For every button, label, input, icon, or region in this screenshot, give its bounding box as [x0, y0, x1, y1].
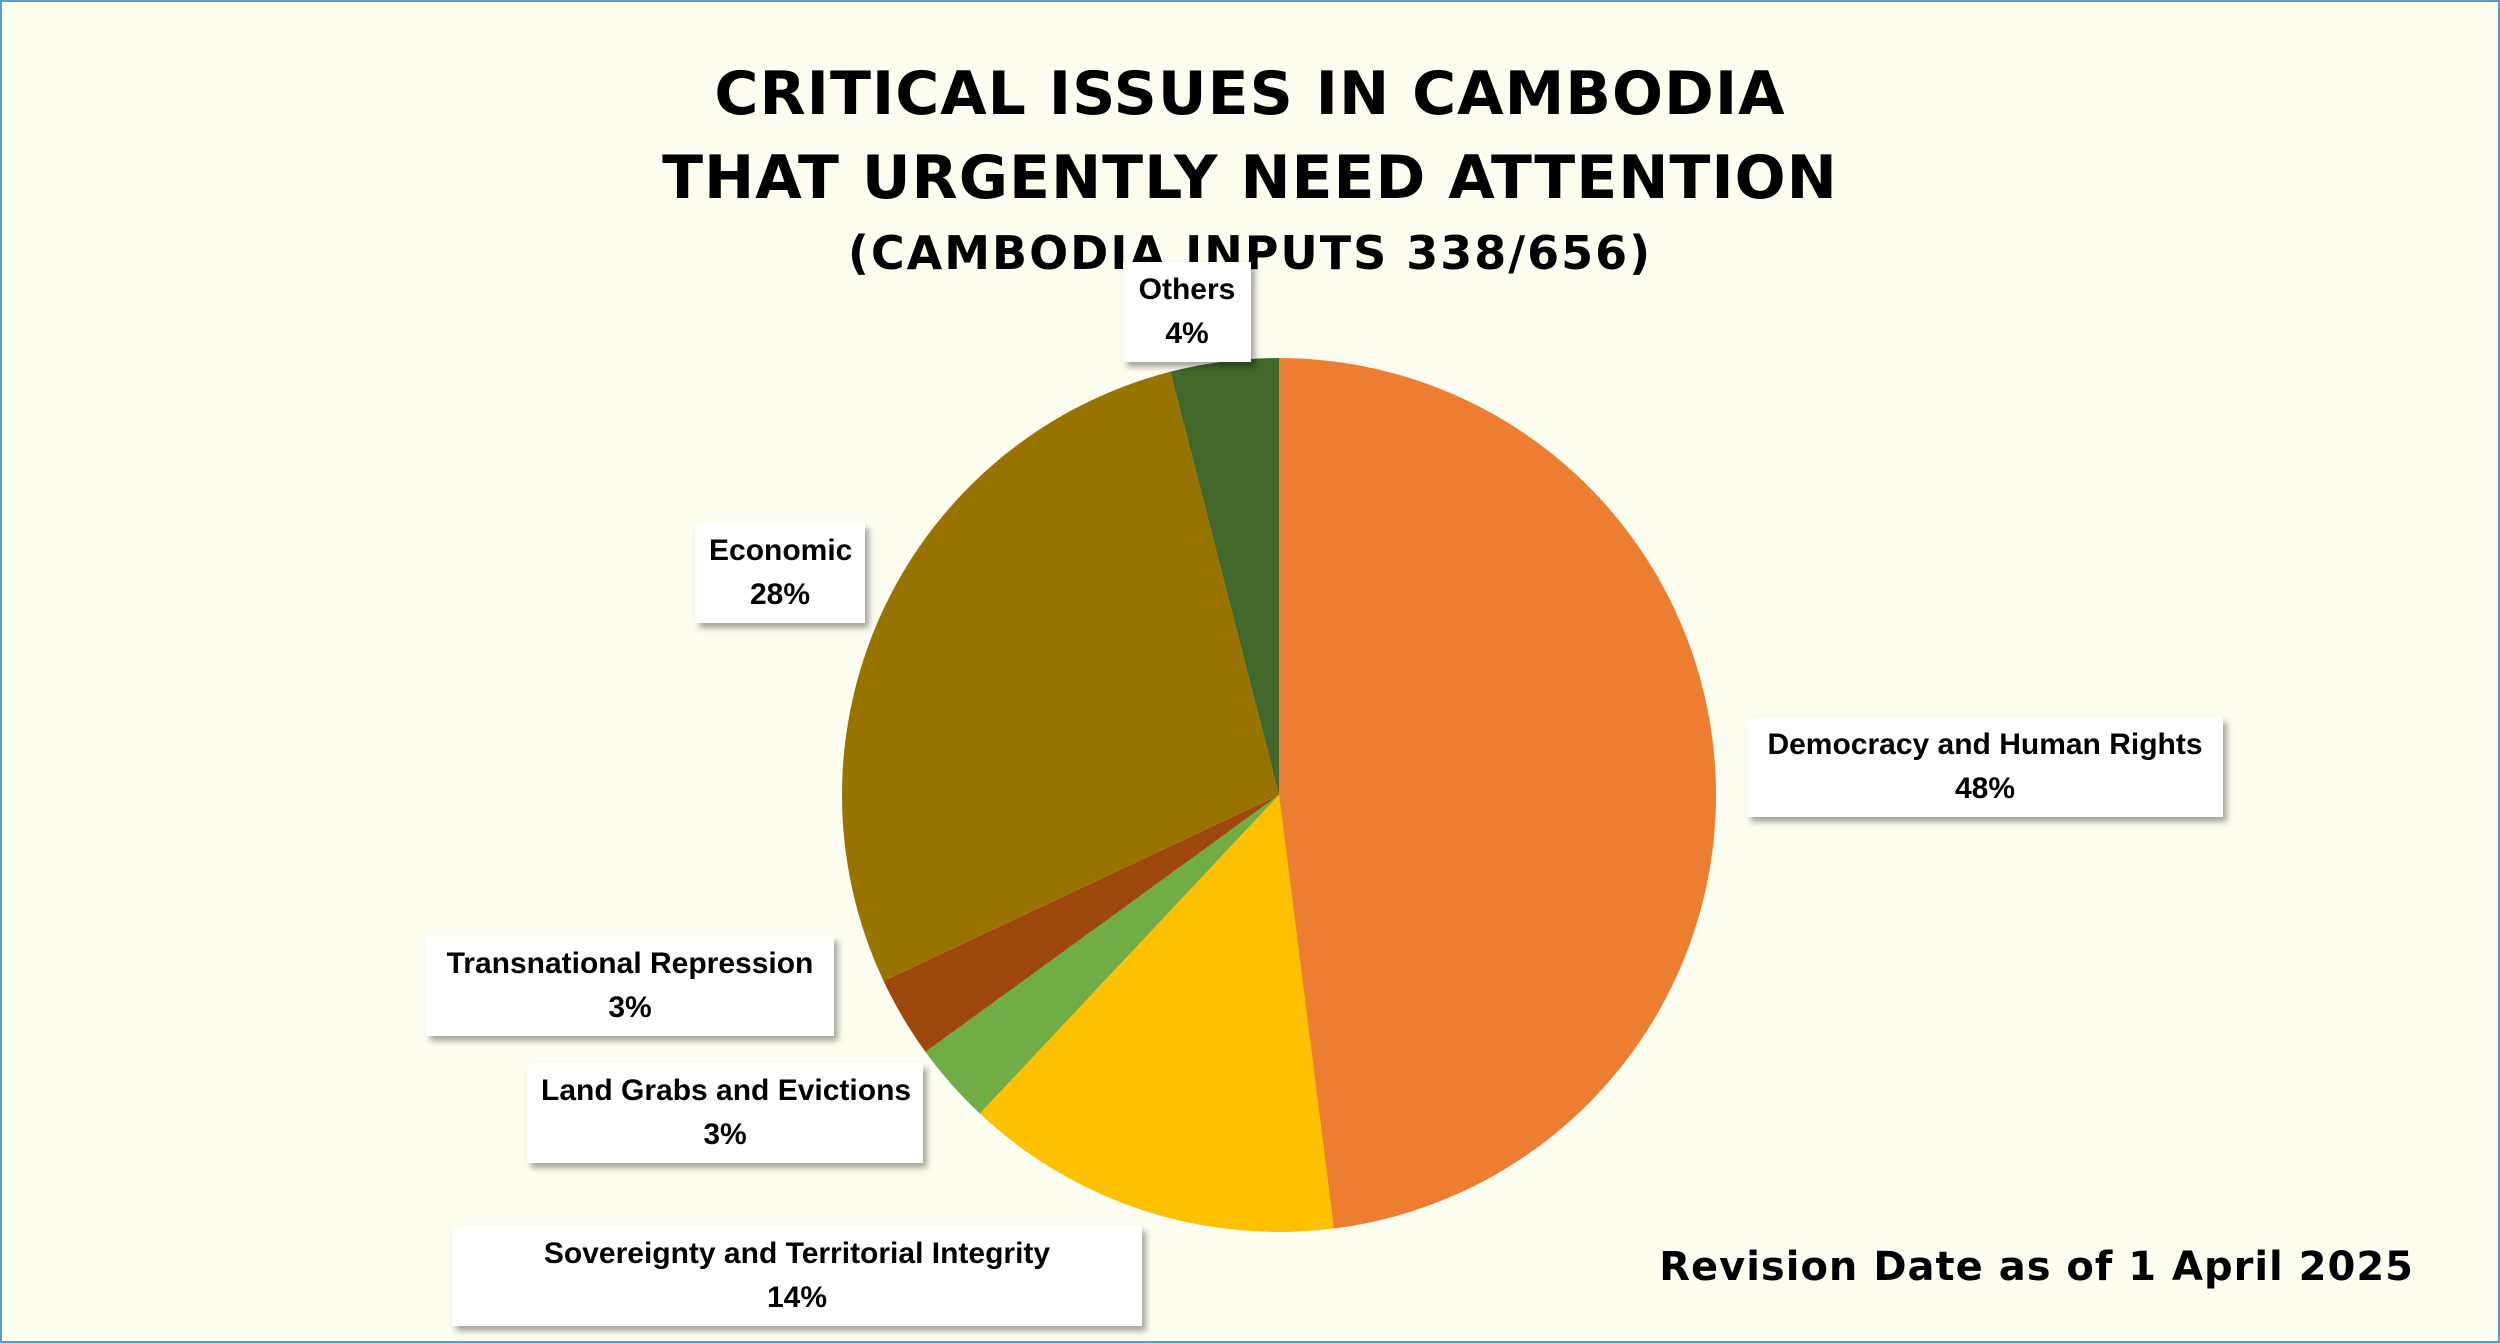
title-line-1: CRITICAL ISSUES IN CAMBODIA	[714, 59, 1786, 129]
label-economic: Economic 28%	[695, 523, 865, 623]
slice-label-name: Democracy and Human Rights	[1767, 728, 2203, 761]
pie-slice-economic	[841, 371, 1279, 982]
slice-label-name: Sovereignty and Territorial Integrity	[543, 1237, 1051, 1270]
label-land-grabs-evictions: Land Grabs and Evictions 3%	[527, 1063, 923, 1163]
slice-label-value: 28%	[749, 578, 811, 611]
slice-label-value: 14%	[766, 1281, 828, 1314]
pie-slice-land-grabs-and-evictions	[925, 795, 1279, 1114]
slice-label-name: Transnational Repression	[446, 947, 814, 980]
slice-label-name: Others	[1138, 273, 1236, 306]
slice-label-name: Land Grabs and Evictions	[541, 1074, 912, 1107]
chart-title: CRITICAL ISSUES IN CAMBODIA THAT URGENTL…	[0, 52, 2500, 286]
pie-slice-others	[1170, 358, 1279, 795]
slice-label-value: 4%	[1165, 317, 1209, 350]
slice-label-name: Economic	[709, 534, 853, 567]
slice-label-value: 48%	[1954, 772, 2016, 805]
label-others: Others 4%	[1123, 262, 1251, 362]
pie-slice-democracy-and-human-rights	[1279, 358, 1716, 1229]
pie-slice-transnational-repression	[883, 795, 1279, 1052]
label-sovereignty-territorial-integrity: Sovereignty and Territorial Integrity 14…	[452, 1226, 1142, 1326]
title-line-2: THAT URGENTLY NEED ATTENTION	[662, 143, 1838, 213]
revision-date: Revision Date as of 1 April 2025	[1659, 1244, 2414, 1290]
label-democracy-human-rights: Democracy and Human Rights 48%	[1747, 717, 2223, 817]
slice-label-value: 3%	[608, 991, 652, 1024]
slice-label-value: 3%	[703, 1118, 747, 1151]
label-transnational-repression: Transnational Repression 3%	[426, 936, 834, 1036]
pie-slice-sovereignty-and-territorial-integrity	[979, 795, 1334, 1232]
